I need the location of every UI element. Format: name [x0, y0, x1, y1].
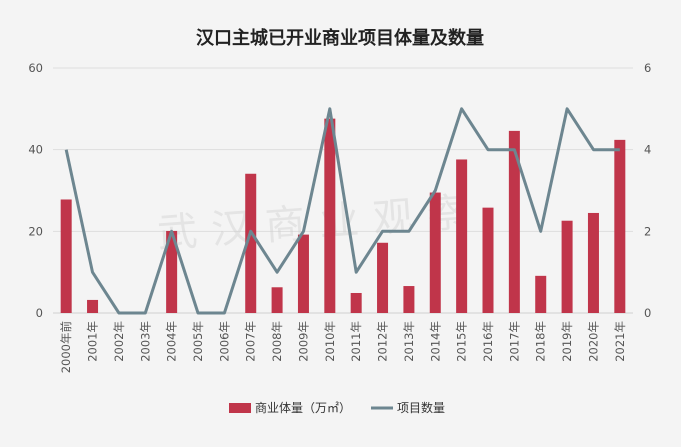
bar	[561, 220, 573, 313]
bar	[245, 173, 257, 313]
x-tick-label: 2002年	[112, 321, 126, 362]
bar	[324, 118, 336, 313]
bar	[166, 230, 178, 313]
bar	[429, 192, 441, 313]
line-series	[64, 107, 620, 315]
bar	[587, 212, 599, 313]
y-axis-left: 0 20 40 60	[28, 61, 43, 320]
bar	[508, 130, 520, 313]
y-left-tick-label: 40	[28, 143, 43, 157]
y-right-tick-label: 0	[644, 306, 651, 320]
bar	[60, 199, 72, 313]
x-tick-label: 2019年	[560, 321, 574, 362]
x-tick-label: 2000年前	[59, 321, 73, 373]
x-tick-label: 2011年	[349, 321, 363, 362]
x-tick-label: 2013年	[402, 321, 416, 362]
x-tick-label: 2020年	[586, 321, 600, 362]
bar	[614, 139, 626, 313]
x-tick-label: 2003年	[138, 321, 152, 362]
x-tick-label: 2008年	[270, 321, 284, 362]
x-tick-label: 2014年	[428, 321, 442, 362]
bar-series	[60, 118, 626, 313]
x-tick-label: 2018年	[534, 321, 548, 362]
x-tick-label: 2017年	[507, 321, 521, 362]
x-tick-label: 2012年	[376, 321, 390, 362]
legend-bar-label: 商业体量（万㎡）	[255, 400, 351, 415]
x-tick-label: 2015年	[455, 321, 469, 362]
bar	[535, 275, 547, 313]
y-right-tick-label: 6	[644, 61, 651, 75]
legend: 商业体量（万㎡） 项目数量	[229, 400, 445, 415]
bar	[456, 159, 468, 313]
legend-line-label: 项目数量	[397, 400, 445, 415]
bar	[271, 287, 283, 313]
bar	[377, 242, 389, 313]
x-axis: 2000年前 2001年 2002年 2003年 2004年 2005年 2006年 2007…	[59, 321, 627, 373]
y-right-tick-label: 4	[644, 143, 651, 157]
bar	[350, 292, 362, 313]
x-tick-label: 2005年	[191, 321, 205, 362]
x-tick-label: 2004年	[165, 321, 179, 362]
x-tick-label: 2010年	[323, 321, 337, 362]
y-axis-right: 0 2 4 6	[644, 61, 651, 320]
x-tick-label: 2006年	[217, 321, 231, 362]
y-left-tick-label: 20	[28, 224, 43, 238]
x-tick-label: 2009年	[296, 321, 310, 362]
x-tick-label: 2021年	[613, 321, 627, 362]
series-line	[64, 107, 620, 315]
bar	[297, 234, 309, 313]
x-tick-label: 2007年	[244, 321, 258, 362]
x-tick-label: 2016年	[481, 321, 495, 362]
bar	[482, 207, 494, 313]
x-tick-label: 2001年	[86, 321, 100, 362]
chart-title: 汉口主城已开业商业项目体量及数量	[196, 27, 484, 49]
bar	[87, 299, 99, 313]
y-right-tick-label: 2	[644, 224, 651, 238]
y-left-tick-label: 0	[36, 306, 43, 320]
bar	[403, 286, 415, 313]
legend-bar-swatch	[229, 403, 251, 413]
y-left-tick-label: 60	[28, 61, 43, 75]
